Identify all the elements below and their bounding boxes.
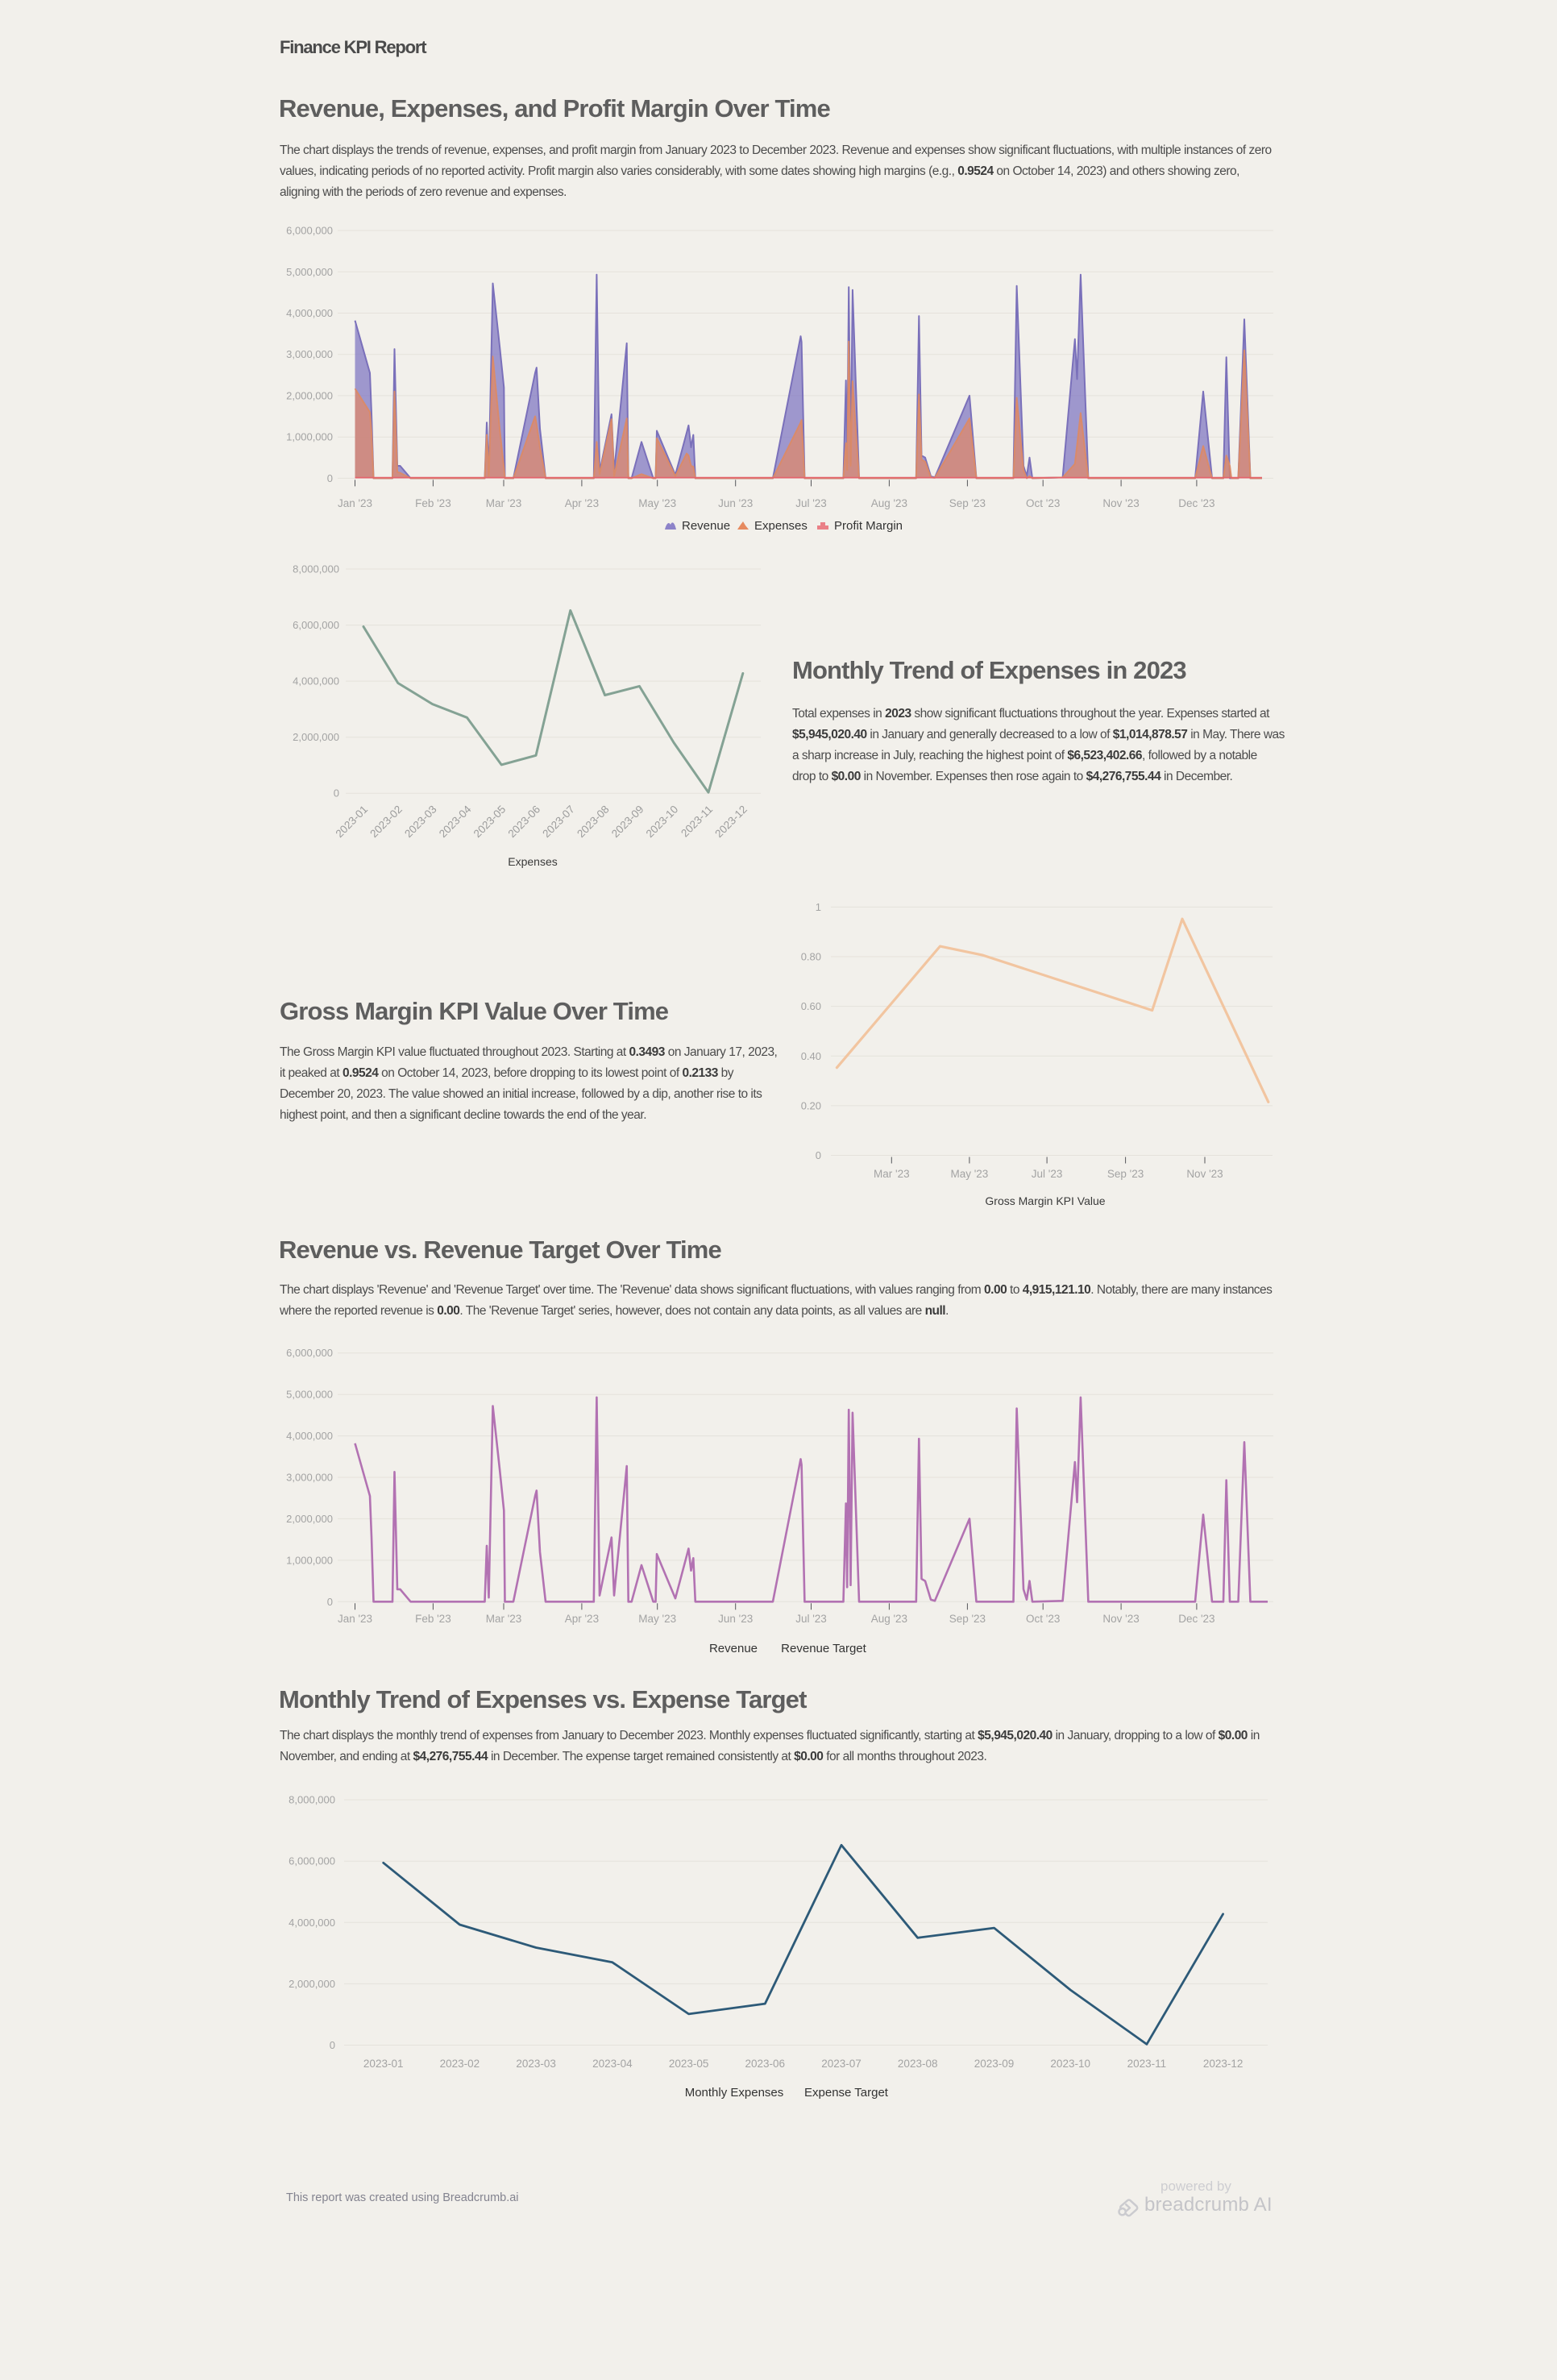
svg-text:Mar '23: Mar '23 xyxy=(486,497,522,509)
svg-text:2023-03: 2023-03 xyxy=(516,2058,556,2070)
svg-text:2023-02: 2023-02 xyxy=(367,804,405,841)
svg-text:Nov '23: Nov '23 xyxy=(1102,1613,1139,1625)
svg-text:2,000,000: 2,000,000 xyxy=(293,731,339,743)
svg-text:Feb '23: Feb '23 xyxy=(415,1613,451,1625)
svg-text:2023-07: 2023-07 xyxy=(821,2058,862,2070)
svg-text:Apr '23: Apr '23 xyxy=(565,1613,599,1625)
svg-text:2023-08: 2023-08 xyxy=(898,2058,938,2070)
svg-text:2023-03: 2023-03 xyxy=(402,804,439,841)
svg-text:2023-05: 2023-05 xyxy=(669,2058,709,2070)
svg-text:0.60: 0.60 xyxy=(801,1000,821,1012)
svg-text:2,000,000: 2,000,000 xyxy=(289,1978,335,1990)
svg-text:2023-06: 2023-06 xyxy=(505,804,542,841)
svg-text:Aug '23: Aug '23 xyxy=(871,1613,907,1625)
svg-text:2023-11: 2023-11 xyxy=(679,804,715,840)
svg-text:Mar '23: Mar '23 xyxy=(486,1613,522,1625)
svg-text:0: 0 xyxy=(816,1149,821,1161)
svg-text:4,000,000: 4,000,000 xyxy=(293,675,339,687)
svg-text:6,000,000: 6,000,000 xyxy=(286,1347,333,1359)
svg-text:Profit Margin: Profit Margin xyxy=(834,519,903,533)
svg-text:2023-02: 2023-02 xyxy=(440,2058,480,2070)
svg-text:2023-12: 2023-12 xyxy=(712,804,749,841)
svg-text:Jun '23: Jun '23 xyxy=(718,497,753,509)
svg-text:3,000,000: 3,000,000 xyxy=(286,348,333,360)
svg-text:Apr '23: Apr '23 xyxy=(565,497,599,509)
svg-text:5,000,000: 5,000,000 xyxy=(286,266,333,278)
svg-text:Oct '23: Oct '23 xyxy=(1026,1613,1060,1625)
svg-text:Aug '23: Aug '23 xyxy=(871,497,907,509)
svg-text:2023-04: 2023-04 xyxy=(437,803,474,840)
svg-text:4,000,000: 4,000,000 xyxy=(286,1430,333,1442)
svg-text:2023-08: 2023-08 xyxy=(575,804,612,841)
svg-text:2023-10: 2023-10 xyxy=(644,804,681,841)
svg-text:2023-10: 2023-10 xyxy=(1050,2058,1090,2070)
svg-text:Sep '23: Sep '23 xyxy=(1107,1168,1144,1180)
svg-text:May '23: May '23 xyxy=(950,1168,988,1180)
svg-text:Dec '23: Dec '23 xyxy=(1178,497,1214,509)
svg-text:Jan '23: Jan '23 xyxy=(338,1613,372,1625)
svg-text:Expense Target: Expense Target xyxy=(804,2086,889,2100)
svg-text:Feb '23: Feb '23 xyxy=(415,497,451,509)
svg-text:8,000,000: 8,000,000 xyxy=(293,563,339,575)
svg-text:Oct '23: Oct '23 xyxy=(1026,497,1060,509)
svg-text:4,000,000: 4,000,000 xyxy=(289,1917,335,1929)
svg-text:8,000,000: 8,000,000 xyxy=(289,1794,335,1806)
svg-text:Revenue: Revenue xyxy=(682,519,730,533)
svg-text:0.40: 0.40 xyxy=(801,1050,821,1062)
svg-text:Jul '23: Jul '23 xyxy=(795,1613,827,1625)
svg-text:Nov '23: Nov '23 xyxy=(1186,1168,1223,1180)
svg-text:4,000,000: 4,000,000 xyxy=(286,307,333,319)
svg-text:5,000,000: 5,000,000 xyxy=(286,1389,333,1401)
svg-text:1,000,000: 1,000,000 xyxy=(286,1554,333,1566)
svg-text:2023-05: 2023-05 xyxy=(471,804,509,841)
svg-text:2023-12: 2023-12 xyxy=(1203,2058,1244,2070)
svg-text:Gross Margin KPI Value: Gross Margin KPI Value xyxy=(985,1194,1105,1207)
svg-text:2023-09: 2023-09 xyxy=(609,804,646,841)
svg-text:0: 0 xyxy=(330,2039,335,2051)
svg-text:Sep '23: Sep '23 xyxy=(949,497,986,509)
svg-text:2023-06: 2023-06 xyxy=(745,2058,786,2070)
svg-text:2023-04: 2023-04 xyxy=(592,2058,633,2070)
svg-text:2,000,000: 2,000,000 xyxy=(286,389,333,401)
svg-text:1: 1 xyxy=(816,901,821,913)
svg-text:Expenses: Expenses xyxy=(508,855,557,868)
svg-text:Mar '23: Mar '23 xyxy=(874,1168,910,1180)
svg-text:Jul '23: Jul '23 xyxy=(1032,1168,1063,1180)
svg-text:Dec '23: Dec '23 xyxy=(1178,1613,1214,1625)
svg-text:0: 0 xyxy=(334,787,339,800)
svg-text:Jun '23: Jun '23 xyxy=(718,1613,753,1625)
svg-text:0: 0 xyxy=(327,1596,333,1608)
svg-text:2,000,000: 2,000,000 xyxy=(286,1513,333,1525)
svg-text:Monthly Expenses: Monthly Expenses xyxy=(685,2086,784,2100)
svg-text:2023-09: 2023-09 xyxy=(974,2058,1015,2070)
svg-text:Revenue: Revenue xyxy=(709,1642,758,1655)
svg-text:6,000,000: 6,000,000 xyxy=(293,619,339,631)
svg-text:Expenses: Expenses xyxy=(754,519,808,533)
svg-text:2023-01: 2023-01 xyxy=(333,804,370,841)
svg-text:Jan '23: Jan '23 xyxy=(338,497,372,509)
svg-text:May '23: May '23 xyxy=(638,497,676,509)
svg-text:Sep '23: Sep '23 xyxy=(949,1613,986,1625)
svg-text:2023-01: 2023-01 xyxy=(363,2058,404,2070)
svg-text:2023-11: 2023-11 xyxy=(1127,2058,1167,2070)
svg-text:May '23: May '23 xyxy=(638,1613,676,1625)
svg-text:0.80: 0.80 xyxy=(801,951,821,963)
svg-text:1,000,000: 1,000,000 xyxy=(286,431,333,443)
svg-text:Jul '23: Jul '23 xyxy=(795,497,827,509)
svg-text:6,000,000: 6,000,000 xyxy=(286,225,333,237)
svg-text:3,000,000: 3,000,000 xyxy=(286,1472,333,1484)
svg-text:0: 0 xyxy=(327,472,333,484)
svg-text:0.20: 0.20 xyxy=(801,1099,821,1111)
svg-text:Revenue Target: Revenue Target xyxy=(781,1642,866,1655)
svg-text:6,000,000: 6,000,000 xyxy=(289,1855,335,1867)
svg-text:Nov '23: Nov '23 xyxy=(1102,497,1139,509)
svg-text:2023-07: 2023-07 xyxy=(540,804,577,841)
